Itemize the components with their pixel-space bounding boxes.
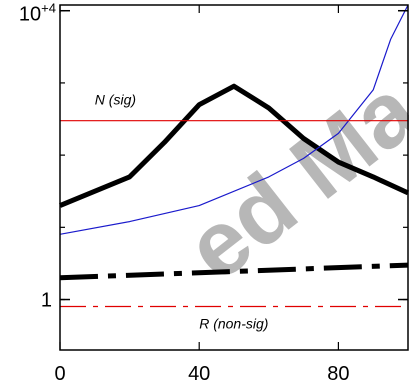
- series-line-1: [59, 4, 409, 235]
- series-line-2: [59, 262, 409, 281]
- axis-ticks: 0 40 80 1 10+4: [19, 1, 408, 385]
- x-tick-label-2: 80: [327, 363, 349, 385]
- series-layer: [59, 4, 409, 308]
- y-tick-label-0: 1: [41, 290, 52, 312]
- annotation-label-1: R (non-sig): [199, 315, 268, 331]
- plot-frame: [59, 4, 409, 351]
- x-tick-label-1: 40: [188, 363, 210, 385]
- annotations: N (sig) R (non-sig): [95, 92, 269, 332]
- annotation-label-0: N (sig): [95, 92, 136, 108]
- y-tick-label-1: 10+4: [19, 1, 56, 26]
- x-tick-label-0: 0: [54, 363, 65, 385]
- series-line-0: [59, 83, 409, 208]
